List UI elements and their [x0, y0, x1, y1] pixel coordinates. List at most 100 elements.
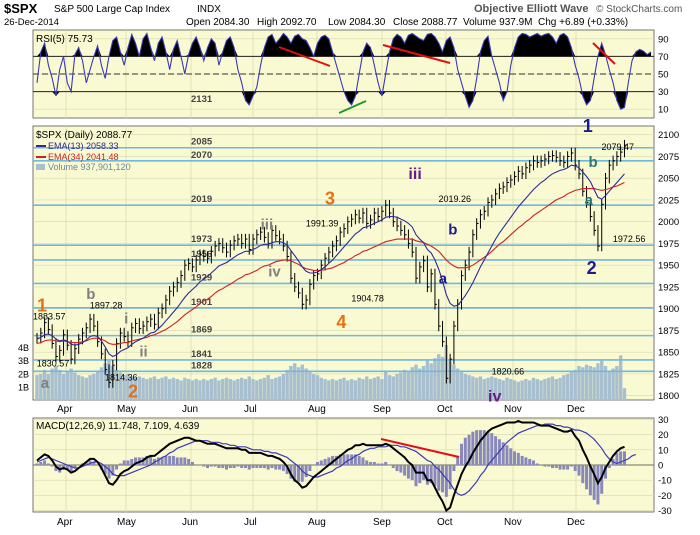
macd-histogram-bar — [585, 465, 589, 490]
macd-histogram-bar — [145, 455, 149, 465]
price-value-label: 1820.66 — [492, 366, 525, 376]
macd-histogram-bar — [350, 454, 354, 465]
macd-histogram-bar — [547, 465, 551, 467]
volume-bar — [607, 371, 612, 400]
level-line-label: 2085 — [191, 137, 213, 148]
volume-tick-label: 3B — [18, 356, 29, 366]
macd-histogram-bar — [312, 465, 316, 466]
volume-bar — [402, 369, 407, 400]
macd-histogram-bar — [365, 460, 369, 465]
volume-bar — [368, 379, 373, 400]
wave-label: a — [41, 375, 50, 392]
price-value-label: 2019.26 — [439, 194, 472, 204]
macd-histogram-bar — [190, 461, 194, 465]
macd-histogram-bar — [372, 461, 376, 465]
wave-label: 1 — [583, 116, 593, 136]
y-tick-label: 50 — [658, 70, 669, 81]
y-tick-label: 1925 — [658, 282, 679, 293]
macd-histogram-bar — [217, 465, 221, 469]
y-tick-label: 2025 — [658, 195, 679, 206]
volume-bar — [330, 379, 335, 400]
macd-histogram-bar — [569, 465, 573, 467]
price-value-label: 1991.39 — [306, 219, 339, 229]
macd-histogram-bar — [300, 465, 304, 482]
month-label: Nov — [504, 517, 522, 528]
volume-bar — [80, 376, 85, 400]
volume-bar — [202, 379, 206, 400]
volume-bar — [293, 363, 297, 400]
volume-bar — [270, 379, 274, 400]
volume-bar — [452, 364, 456, 400]
y-tick-label: 90 — [658, 34, 669, 45]
volume-bar — [543, 379, 547, 400]
macd-histogram-bar — [262, 465, 266, 469]
macd-histogram-bar — [213, 465, 217, 467]
macd-histogram-bar — [425, 465, 429, 485]
price-panel: 1800 1825 1850 1875 1900 1925 1950 1975 2000 2025… — [18, 116, 679, 406]
wave-label: 2 — [128, 381, 138, 401]
y-tick-label: 0 — [658, 461, 663, 472]
exchange-label: INDX — [197, 4, 221, 15]
y-tick-label: 10 — [658, 105, 669, 116]
macd-histogram-bar — [240, 465, 244, 469]
macd-histogram-bar — [255, 465, 259, 469]
volume-bar — [61, 373, 66, 400]
price-value-label: 1897.28 — [90, 300, 123, 310]
price-value-label: 1814.36 — [105, 372, 138, 382]
macd-histogram-bar — [168, 455, 172, 465]
volume-bar — [550, 376, 555, 400]
volume-bar — [554, 379, 558, 400]
volume-bar — [95, 371, 100, 400]
volume-tick-label: 1B — [18, 382, 29, 392]
y-tick-label: -10 — [658, 476, 672, 487]
month-label: Nov — [504, 404, 522, 415]
volume-bar — [569, 371, 574, 400]
volume-bar — [114, 369, 119, 400]
volume-tick-label: 2B — [18, 369, 29, 379]
volume-bar — [565, 373, 570, 400]
volume-bar — [421, 365, 426, 400]
macd-histogram-bar — [115, 465, 119, 470]
volume-bar — [429, 363, 433, 400]
volume-bar — [198, 380, 202, 400]
macd-histogram-bar — [243, 465, 247, 469]
y-tick-label: 30 — [658, 87, 669, 98]
macd-histogram-bar — [384, 461, 388, 465]
macd-histogram-bar — [342, 454, 346, 465]
volume-bar — [600, 360, 604, 400]
price-value-label: 1904.78 — [351, 293, 384, 303]
macd-histogram-bar — [528, 458, 532, 465]
macd-histogram-bar — [346, 454, 350, 465]
volume-bar — [311, 373, 316, 400]
volume-bar — [459, 371, 464, 400]
macd-histogram-bar — [607, 465, 611, 469]
volume-bar — [156, 379, 160, 400]
macd-histogram-bar — [65, 465, 69, 470]
y-tick-label: 1950 — [658, 261, 679, 272]
ohlc-volume: Volume 937.9M — [463, 17, 533, 28]
macd-histogram-bar — [209, 465, 213, 467]
volume-bar — [65, 371, 70, 400]
macd-histogram-bar — [221, 465, 225, 469]
macd-histogram-bar — [281, 465, 285, 472]
volume-bar — [380, 379, 384, 400]
volume-bar — [349, 379, 354, 400]
ema34-legend-label: EMA(34) 2041.48 — [48, 152, 119, 162]
macd-line — [36, 419, 625, 513]
macd-histogram-bar — [122, 460, 126, 465]
macd-histogram-bar — [622, 451, 626, 465]
wave-label: 3 — [325, 188, 335, 208]
macd-histogram-bar — [111, 465, 115, 476]
volume-bar — [247, 376, 251, 400]
macd-histogram-bar — [588, 465, 592, 496]
month-label: Dec — [567, 517, 585, 528]
price-value-label: 1883.57 — [33, 312, 66, 322]
macd-histogram-bar — [467, 434, 471, 465]
macd-histogram-bar — [516, 452, 520, 465]
level-line-label: 1828 — [191, 360, 212, 371]
macd-histogram-bar — [266, 465, 270, 470]
volume-bar — [58, 369, 62, 400]
macd-histogram-bar — [92, 461, 96, 465]
macd-histogram-bar — [293, 465, 297, 482]
macd-histogram-bar — [232, 465, 236, 469]
